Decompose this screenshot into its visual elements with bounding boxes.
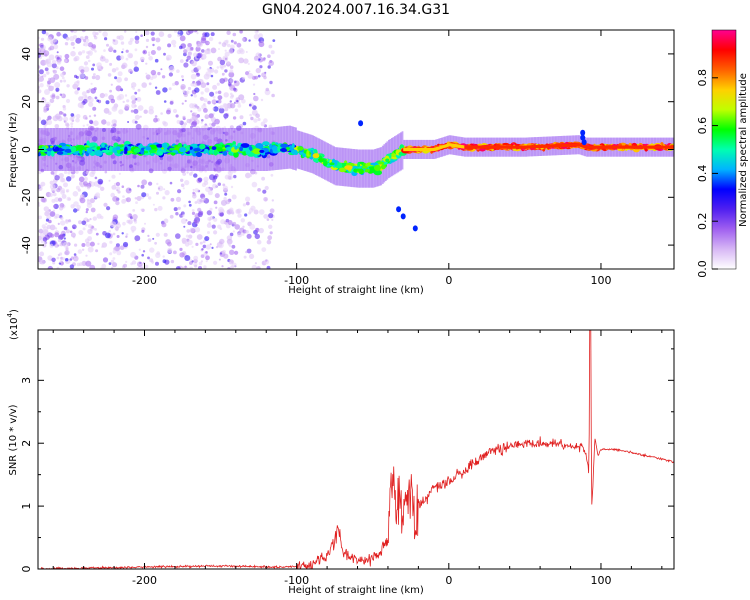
- colorbar-tick-label: 0.8: [696, 69, 709, 87]
- colorbar-tick-label: 0.4: [696, 165, 709, 183]
- colorbar: 0.0 0.2 0.4 0.6 0.8 Normalized spectral ampl…: [696, 29, 749, 278]
- spectrogram-x-tick-label: 0: [445, 274, 452, 287]
- spectrogram-y-tick-label: 40: [20, 47, 33, 61]
- snr-y-tick-label: 1: [20, 503, 33, 510]
- colorbar-tick-label: 0.6: [696, 117, 709, 135]
- colorbar-frame: [711, 29, 737, 270]
- spectrogram-image: [38, 30, 674, 269]
- snr-x-tick-label: -200: [132, 574, 157, 587]
- snr-panel: -200 -100 0 100 0 1 2 3 Height of straight line…: [6, 309, 675, 596]
- spectrogram-x-tick-label: 100: [590, 274, 611, 287]
- snr-scale-label: (x104): [6, 309, 20, 340]
- snr-y-tick-label: 0: [20, 566, 33, 573]
- colorbar-tick-label: 0.0: [696, 260, 709, 278]
- spectrogram-y-tick-label: 20: [20, 95, 33, 109]
- colorbar-tick-label: 0.2: [696, 212, 709, 230]
- spectrogram-y-axis-label: Frequency (Hz): [8, 112, 19, 188]
- snr-lines: [38, 330, 674, 569]
- snr-y-axis-label: SNR (10 * v/v): [8, 404, 19, 475]
- snr-x-tick-label: 100: [590, 574, 611, 587]
- snr-frame: [37, 329, 675, 570]
- chart-title: GN04.2024.007.16.34.G31: [261, 2, 451, 18]
- spectrogram-x-axis-label: Height of straight line (km): [288, 285, 424, 296]
- snr-plot-area: [38, 330, 674, 569]
- spectrogram-y-tick-label: 0: [20, 146, 33, 153]
- snr-y-tick-label: 2: [20, 440, 33, 447]
- spectrogram-x-tick-label: -200: [132, 274, 157, 287]
- spectrogram-x-tick-label: -100: [284, 274, 309, 287]
- snr-x-tick-label: -100: [284, 574, 309, 587]
- snr-x-axis-label: Height of straight line (km): [288, 585, 424, 596]
- snr-x-tick-label: 0: [445, 574, 452, 587]
- snr-series-line: [38, 330, 674, 569]
- colorbar-label: Normalized spectral amplitude: [738, 73, 749, 227]
- spectrogram-y-tick-label: -40: [20, 236, 33, 254]
- spectrogram-y-tick-label: -20: [20, 188, 33, 206]
- colorbar-gradient: [712, 30, 736, 269]
- snr-y-tick-label: 3: [20, 377, 33, 384]
